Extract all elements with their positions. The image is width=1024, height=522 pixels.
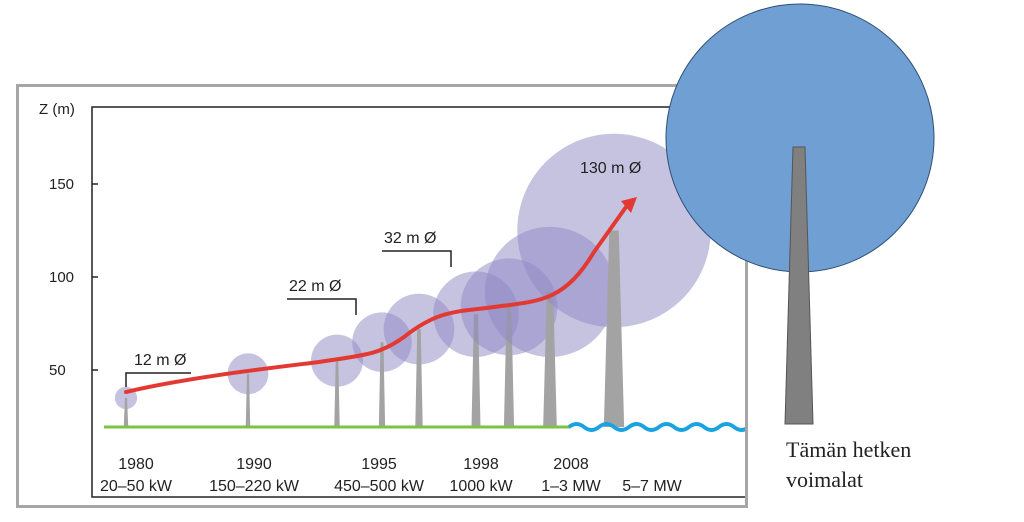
rotor-diameter-label: 12 m Ø: [134, 352, 186, 369]
tower: [123, 397, 129, 427]
x-axis-labels: 1980 20–50 kW 1990 150–220 kW 1995 450–500 kW…: [100, 456, 683, 495]
tower: [603, 230, 625, 427]
x-power-label: 1000 kW: [449, 478, 513, 495]
y-tick-label: 50: [49, 362, 66, 379]
current-turbines-label: Tämän hetken voimalat: [786, 435, 986, 495]
annotation-bracket: [287, 298, 357, 315]
current-turbine-illustration: [665, 3, 935, 425]
tower: [415, 329, 423, 427]
y-tick-label: 100: [49, 269, 74, 286]
tower: [334, 360, 340, 427]
x-power-label: 20–50 kW: [100, 478, 173, 495]
annotation-bracket: [382, 250, 452, 267]
current-turbine-tower: [784, 146, 814, 425]
x-year-label: 1990: [236, 456, 272, 473]
current-turbines-label-line1: Tämän hetken: [786, 437, 912, 462]
rotor-diameter-label: 22 m Ø: [289, 278, 341, 295]
annotation-bracket: [125, 372, 191, 387]
x-year-label: 1998: [463, 456, 499, 473]
x-year-label: 1980: [118, 456, 154, 473]
rotor-diameter-annotations: 12 m Ø 22 m Ø 32 m Ø 130 m Ø: [125, 160, 641, 387]
trend-arrow: [124, 197, 637, 394]
trend-line: [124, 205, 628, 394]
x-power-label: 450–500 kW: [334, 478, 425, 495]
tower: [378, 342, 386, 427]
rotor-diameter-label: 130 m Ø: [580, 160, 641, 177]
rotor-diameter-label: 32 m Ø: [384, 230, 436, 247]
current-turbines-label-line2: voimalat: [786, 467, 863, 492]
x-power-label: 1–3 MW: [541, 478, 601, 495]
x-year-label: 1995: [361, 456, 397, 473]
chart-frame: Z (m) 50 100 150 12 m Ø 22 m Ø 32 m Ø 130 m Ø…: [16, 84, 748, 508]
trend-arrowhead: [621, 197, 637, 213]
sea-waves: [567, 422, 745, 432]
plot-area: [91, 106, 745, 498]
turbine-growth-chart: Z (m) 50 100 150 12 m Ø 22 m Ø 32 m Ø 130 m Ø…: [39, 101, 745, 498]
x-power-label: 150–220 kW: [209, 478, 300, 495]
y-axis: Z (m) 50 100 150: [39, 101, 98, 379]
y-tick-label: 150: [49, 176, 74, 193]
x-year-label: 2008: [553, 456, 589, 473]
x-power-label: 5–7 MW: [622, 478, 682, 495]
tower: [245, 373, 251, 427]
y-axis-label: Z (m): [39, 101, 75, 118]
tower: [543, 291, 557, 427]
turbine-series: [104, 133, 745, 432]
